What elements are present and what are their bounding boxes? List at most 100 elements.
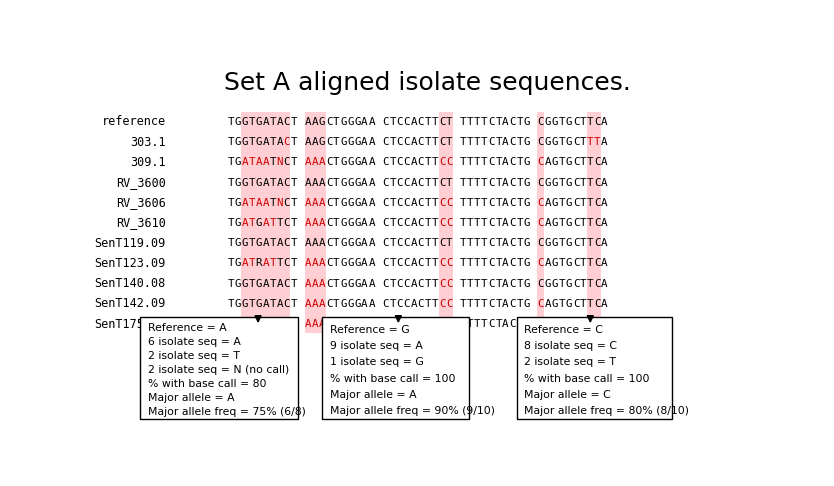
Text: T: T [432, 259, 439, 268]
Text: G: G [347, 137, 354, 147]
Text: C: C [538, 259, 544, 268]
Text: C: C [488, 198, 495, 208]
Text: G: G [255, 218, 262, 228]
Text: SenT142.09: SenT142.09 [94, 297, 166, 310]
Text: A: A [263, 319, 269, 329]
Text: 6 isolate seq = A: 6 isolate seq = A [148, 337, 240, 347]
Text: C: C [396, 259, 403, 268]
Text: C: C [326, 137, 333, 147]
Text: C: C [439, 137, 445, 147]
Text: T: T [495, 218, 502, 228]
Text: T: T [228, 137, 234, 147]
Text: C: C [488, 117, 495, 127]
Text: C: C [404, 278, 410, 289]
Text: T: T [333, 177, 339, 188]
Text: A: A [312, 319, 319, 329]
Text: N: N [277, 198, 284, 208]
Bar [594, 112, 600, 333]
Text: C: C [439, 117, 445, 127]
Text: G: G [524, 299, 530, 309]
Text: T: T [249, 238, 255, 248]
Text: C: C [404, 137, 410, 147]
Text: G: G [255, 137, 262, 147]
Text: T: T [467, 278, 474, 289]
Text: A: A [410, 218, 417, 228]
Text: A: A [361, 137, 368, 147]
Text: C: C [404, 259, 410, 268]
Text: T: T [228, 218, 234, 228]
Text: % with base call = 100: % with base call = 100 [329, 374, 455, 383]
Text: A: A [263, 177, 269, 188]
Text: A: A [502, 157, 509, 167]
Text: T: T [333, 218, 339, 228]
Text: T: T [291, 238, 297, 248]
Text: SenT119.09: SenT119.09 [94, 237, 166, 250]
Text: T: T [446, 117, 452, 127]
Text: Major allele freq = 80% (8/10): Major allele freq = 80% (8/10) [525, 406, 690, 417]
Text: C: C [383, 198, 389, 208]
Text: A: A [305, 137, 311, 147]
Text: A: A [319, 319, 325, 329]
Text: C: C [284, 299, 290, 309]
Text: G: G [551, 238, 558, 248]
Text: T: T [580, 117, 586, 127]
Text: C: C [510, 177, 516, 188]
Text: T: T [467, 319, 474, 329]
Text: C: C [383, 259, 389, 268]
Text: T: T [269, 177, 276, 188]
Text: G: G [565, 218, 572, 228]
Text: G: G [551, 299, 558, 309]
Text: G: G [234, 157, 241, 167]
Text: T: T [446, 177, 452, 188]
Text: A: A [263, 198, 269, 208]
Text: C: C [594, 238, 600, 248]
Text: C: C [418, 177, 425, 188]
Text: T: T [291, 218, 297, 228]
Text: G: G [347, 218, 354, 228]
Text: T: T [291, 278, 297, 289]
Text: G: G [524, 157, 530, 167]
Text: G: G [340, 157, 347, 167]
Text: A: A [601, 117, 607, 127]
Text: T: T [333, 198, 339, 208]
Text: R: R [255, 259, 262, 268]
Text: T: T [559, 238, 565, 248]
Text: A: A [601, 319, 607, 329]
Text: A: A [502, 238, 509, 248]
Text: T: T [467, 238, 474, 248]
Text: A: A [545, 299, 551, 309]
Text: A: A [369, 278, 374, 289]
Text: C: C [284, 177, 290, 188]
Text: T: T [291, 117, 297, 127]
Text: 8 isolate seq = C: 8 isolate seq = C [525, 341, 617, 351]
Text: G: G [319, 117, 325, 127]
Text: A: A [601, 137, 607, 147]
Text: C: C [439, 319, 445, 329]
Text: C: C [284, 157, 290, 167]
Text: A: A [305, 299, 311, 309]
Text: G: G [255, 278, 262, 289]
Text: A: A [305, 218, 311, 228]
Text: % with base call = 80: % with base call = 80 [148, 379, 266, 389]
Text: T: T [432, 218, 439, 228]
Text: C: C [383, 218, 389, 228]
Text: A: A [361, 259, 368, 268]
Text: A: A [312, 218, 319, 228]
Text: A: A [502, 177, 509, 188]
Text: T: T [559, 259, 565, 268]
Text: G: G [354, 299, 361, 309]
Text: C: C [418, 319, 425, 329]
Text: T: T [228, 299, 234, 309]
Text: T: T [587, 218, 594, 228]
Text: C: C [510, 259, 516, 268]
Text: T: T [249, 117, 255, 127]
Text: A: A [319, 177, 325, 188]
Text: Major allele = C: Major allele = C [525, 390, 611, 400]
Text: A: A [410, 278, 417, 289]
Text: A: A [361, 299, 368, 309]
Text: T: T [228, 198, 234, 208]
Text: C: C [284, 198, 290, 208]
Bar [586, 112, 594, 333]
Text: A: A [601, 218, 607, 228]
Text: C: C [538, 299, 544, 309]
